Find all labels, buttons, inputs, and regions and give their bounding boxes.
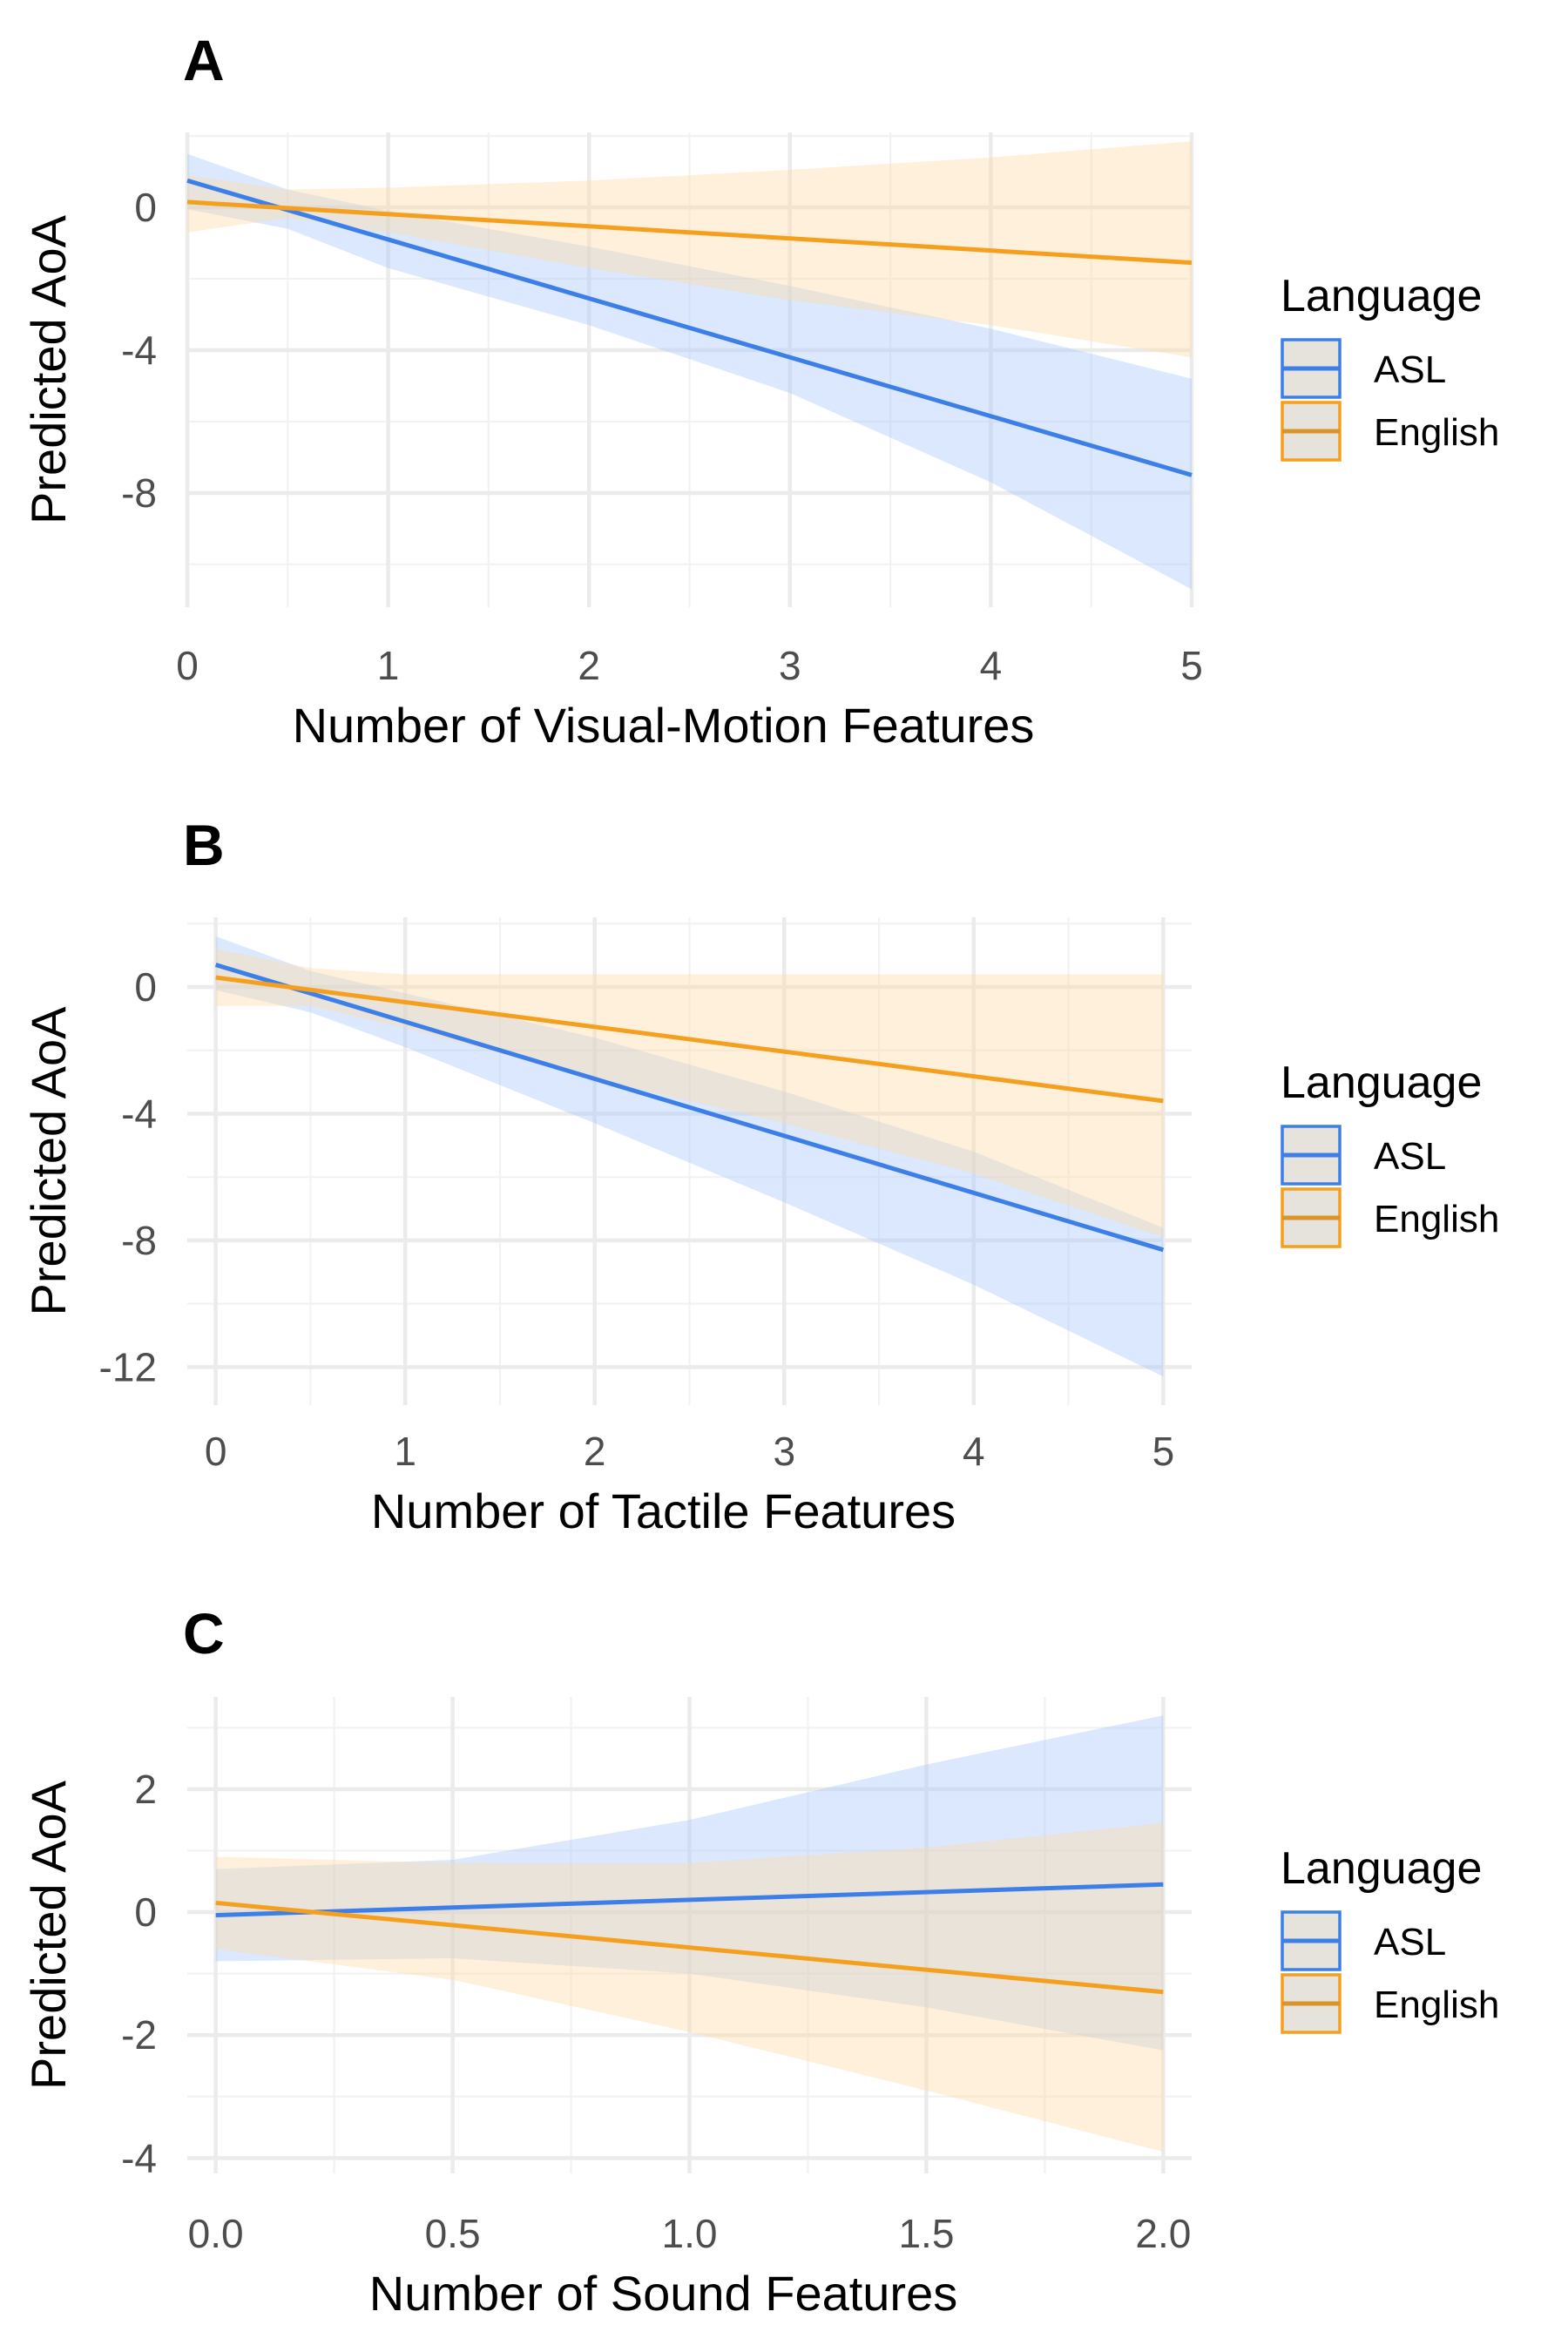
panel-label: B: [183, 813, 225, 877]
y-tick-label: -8: [121, 470, 157, 516]
panel-c: C 2 0 -2 -4 0.0 0.5 1.0 1.5 2.0 Number of Sound Fe…: [21, 1601, 1499, 2321]
legend: Language ASL English: [1281, 271, 1499, 462]
legend: Language ASL English: [1281, 1058, 1499, 1248]
gridlines: [187, 1697, 1192, 2173]
y-tick-label: -4: [121, 2135, 157, 2180]
legend-title: Language: [1281, 1843, 1482, 1894]
line-asl: [214, 963, 1165, 1253]
legend-label: English: [1374, 1198, 1499, 1240]
panel-a: A 0 -4 -8 0 1 2 3 4 5 Number of Visual-Motion Feat…: [21, 28, 1499, 753]
legend-key-english: English: [1281, 1187, 1499, 1248]
x-tick-label: 5: [1180, 643, 1203, 688]
gridlines: [185, 132, 1194, 607]
ribbon-english: [215, 1822, 1164, 2153]
ribbon-asl: [215, 1715, 1164, 2051]
y-tick-label: 0: [134, 1889, 157, 1935]
y-axis-title: Predicted AoA: [21, 214, 76, 524]
legend-key-asl: ASL: [1281, 1125, 1446, 1186]
legend-title: Language: [1281, 271, 1482, 321]
x-tick-label: 2: [578, 643, 600, 688]
x-tick-label: 4: [963, 1429, 985, 1474]
x-tick-label: 4: [980, 643, 1003, 688]
y-tick-label: 2: [134, 1767, 157, 1812]
x-axis-title: Number of Sound Features: [369, 2266, 957, 2321]
ribbon-english: [187, 141, 1192, 358]
ribbon-asl: [187, 153, 1192, 590]
line-english: [215, 1900, 1164, 1995]
x-tick-label: 1.0: [662, 2211, 718, 2256]
x-tick-label: 3: [779, 643, 801, 688]
x-tick-label: 2: [584, 1429, 606, 1474]
y-tick-label: -8: [121, 1218, 157, 1263]
x-tick-label: 0: [205, 1429, 227, 1474]
legend-key-english: English: [1281, 401, 1499, 462]
legend-label: English: [1374, 411, 1499, 454]
panel-label: A: [183, 28, 225, 92]
y-axis-title: Predicted AoA: [21, 1006, 76, 1316]
x-tick-label: 5: [1152, 1429, 1175, 1474]
line-asl: [186, 178, 1193, 477]
panel-b: B 0 -4 -8 -12 0 1 2 3 4 5 Number of Tactile Feature…: [21, 813, 1499, 1538]
x-tick-label: 1.5: [898, 2211, 954, 2256]
gridlines: [187, 917, 1192, 1405]
legend-label: ASL: [1374, 348, 1446, 391]
legend-key-asl: ASL: [1281, 1910, 1446, 1971]
panel-label: C: [183, 1601, 225, 1666]
x-axis-title: Number of Visual-Motion Features: [293, 698, 1035, 753]
line-english: [215, 975, 1164, 1104]
x-tick-label: 1: [394, 1429, 416, 1474]
legend-key-asl: ASL: [1281, 338, 1446, 399]
legend-label: ASL: [1374, 1921, 1446, 1963]
x-tick-label: 0: [176, 643, 199, 688]
x-tick-label: 2.0: [1135, 2211, 1191, 2256]
ribbon-english: [215, 949, 1164, 1238]
legend-label: ASL: [1374, 1135, 1446, 1178]
line-asl: [215, 1882, 1164, 1918]
y-tick-label: -4: [121, 1091, 157, 1136]
y-tick-label: -12: [99, 1344, 157, 1389]
legend-label: English: [1374, 1984, 1499, 2026]
line-english: [186, 199, 1193, 266]
x-axis-title: Number of Tactile Features: [371, 1484, 956, 1538]
x-tick-label: 3: [773, 1429, 795, 1474]
x-tick-label: 1: [377, 643, 400, 688]
ribbon-asl: [215, 936, 1164, 1377]
y-tick-label: -4: [121, 328, 157, 373]
y-tick-label: 0: [134, 185, 157, 230]
legend: Language ASL English: [1281, 1843, 1499, 2034]
x-tick-label: 0.5: [425, 2211, 481, 2256]
x-tick-label: 0.0: [188, 2211, 244, 2256]
legend-key-english: English: [1281, 1973, 1499, 2034]
y-tick-label: 0: [134, 964, 157, 1010]
legend-title: Language: [1281, 1058, 1482, 1108]
y-axis-title: Predicted AoA: [21, 1780, 76, 2090]
y-tick-label: -2: [121, 2012, 157, 2058]
